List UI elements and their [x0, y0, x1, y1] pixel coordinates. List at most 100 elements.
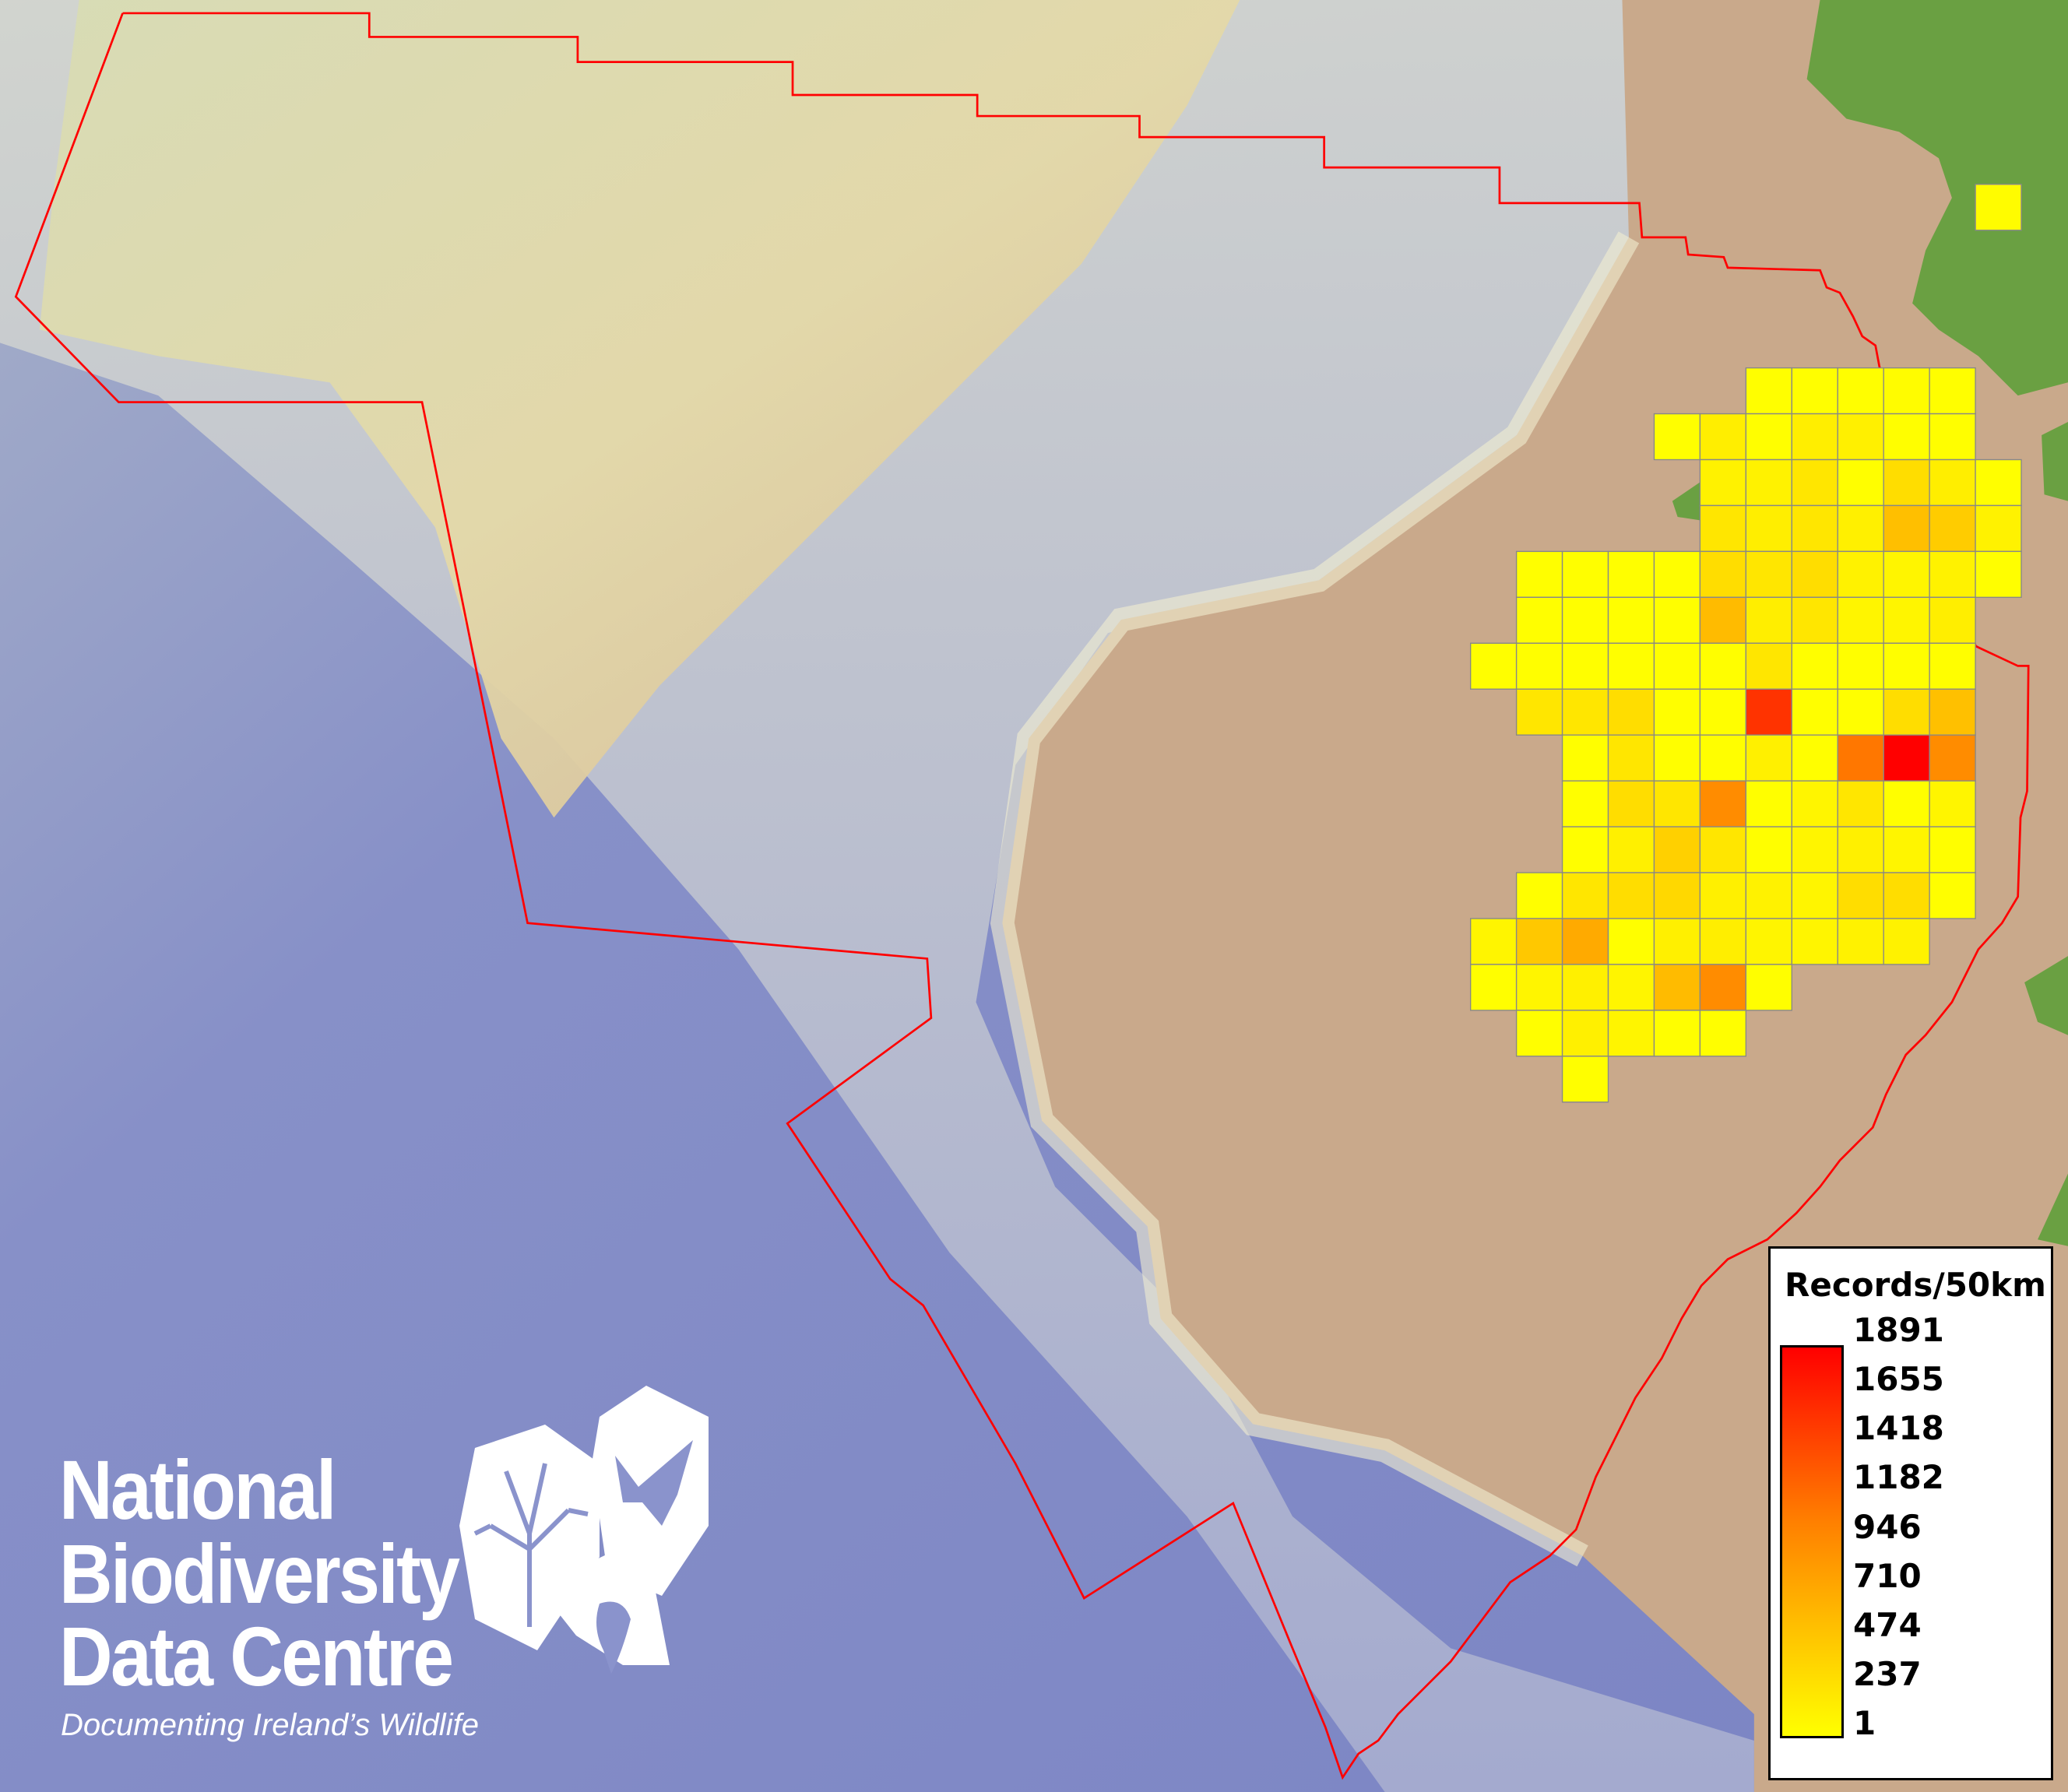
grid-cell [1975, 550, 2022, 599]
grid-cell [1883, 642, 1930, 690]
grid-cell [1837, 918, 1884, 965]
grid-cell [1883, 413, 1930, 461]
grid-cell [1515, 964, 1563, 1011]
grid-cell [1791, 642, 1838, 690]
grid-cell [1469, 964, 1518, 1011]
grid-cell [1837, 780, 1884, 827]
grid-cell [1837, 734, 1884, 782]
grid-cell [1837, 826, 1884, 873]
grid-cell [1515, 1010, 1563, 1057]
grid-cell [1745, 688, 1792, 736]
grid-cell [1653, 872, 1701, 919]
grid-cell [1607, 918, 1655, 965]
legend-tick-label: 1418 [1853, 1409, 1944, 1448]
grid-cell [1561, 734, 1609, 782]
grid-cell [1515, 642, 1563, 690]
grid-cell [1883, 688, 1930, 736]
grid-cell [1699, 459, 1747, 507]
grid-cell [1837, 367, 1884, 415]
legend: Records/50km 1891 1655 1418 1182 946 710 474 23… [1768, 1246, 2053, 1780]
grid-cell [1745, 734, 1792, 782]
legend-tick-label: 946 [1853, 1507, 1922, 1546]
grid-cell [1699, 872, 1747, 919]
logo-tagline: Documenting Ireland’s Wildlife [61, 1708, 479, 1742]
grid-cell [1929, 872, 1976, 919]
grid-cell [1929, 459, 1976, 507]
grid-cell [1515, 918, 1563, 965]
grid-cell [1883, 918, 1930, 965]
grid-cell [1607, 872, 1655, 919]
grid-cell [1699, 1010, 1747, 1057]
grid-cell [1883, 872, 1930, 919]
grid-cell [1607, 688, 1655, 736]
grid-cell [1561, 550, 1609, 599]
grid-cell [1607, 964, 1655, 1011]
grid-cell [1607, 734, 1655, 782]
grid-cell [1791, 504, 1838, 553]
grid-cell [1883, 367, 1930, 415]
grid-cell [1791, 367, 1838, 415]
grid-cell [1791, 688, 1838, 736]
grid-cell [1653, 734, 1701, 782]
legend-title: Records/50km [1785, 1266, 2046, 1304]
grid-cell [1929, 642, 1976, 690]
grid-cell [1653, 413, 1701, 461]
grid-cell [1929, 780, 1976, 827]
grid-cell [1515, 550, 1563, 599]
legend-colorbar [1780, 1345, 1844, 1738]
grid-cell [1791, 734, 1838, 782]
logo-line-2: Biodiversity [59, 1527, 460, 1621]
grid-cell [1745, 596, 1792, 644]
grid-cell [1607, 550, 1655, 599]
grid-cell [1699, 780, 1747, 827]
grid-cell [1699, 550, 1747, 599]
grid-cell [1929, 734, 1976, 782]
logo-line-3: Data Centre [59, 1609, 454, 1703]
butterfly-icon [592, 1386, 709, 1596]
grid-cell [1699, 964, 1747, 1011]
grid-cell [1791, 872, 1838, 919]
grid-cell [1653, 596, 1701, 644]
grid-cell [1653, 550, 1701, 599]
grid-cell [1791, 596, 1838, 644]
grid-cell [1515, 688, 1563, 736]
legend-tick-label: 1891 [1853, 1311, 1944, 1349]
grid-cell [1837, 413, 1884, 461]
grid-cell [1561, 1010, 1609, 1057]
grid-cell [1515, 596, 1563, 644]
grid-cell [1791, 550, 1838, 599]
legend-tick-label: 1655 [1853, 1360, 1944, 1399]
grid-cell [1653, 642, 1701, 690]
grid-cell [1975, 504, 2022, 553]
grid-cell [1561, 826, 1609, 873]
grid-cell [1699, 596, 1747, 644]
grid-cell [1929, 688, 1976, 736]
grid-cell [1561, 688, 1609, 736]
grid-cell [1515, 872, 1563, 919]
grid-cell [1745, 367, 1792, 415]
grid-cell [1791, 918, 1838, 965]
land-scotland [1806, 0, 2068, 396]
grid-cell [1561, 642, 1609, 690]
grid-cell [1745, 459, 1792, 507]
grid-cell [1745, 504, 1792, 553]
grid-cell [1607, 780, 1655, 827]
grid-cell [1561, 596, 1609, 644]
grid-cell [1607, 642, 1655, 690]
grid-cell [1745, 918, 1792, 965]
records-grid [1469, 184, 2022, 1103]
logo-hexagons [459, 1386, 709, 1674]
grid-cell [1469, 918, 1518, 965]
land-patch [2038, 1173, 2068, 1246]
grid-cell [1929, 504, 1976, 553]
grid-cell [1561, 780, 1609, 827]
grid-cell [1837, 688, 1884, 736]
land-patch [2042, 422, 2068, 501]
grid-cell [1837, 459, 1884, 507]
grid-cell [1929, 413, 1976, 461]
grid-cell [1791, 413, 1838, 461]
legend-tick-label: 1182 [1853, 1458, 1944, 1497]
grid-cell [1745, 550, 1792, 599]
grid-cell [1883, 550, 1930, 599]
grid-cell [1929, 596, 1976, 644]
